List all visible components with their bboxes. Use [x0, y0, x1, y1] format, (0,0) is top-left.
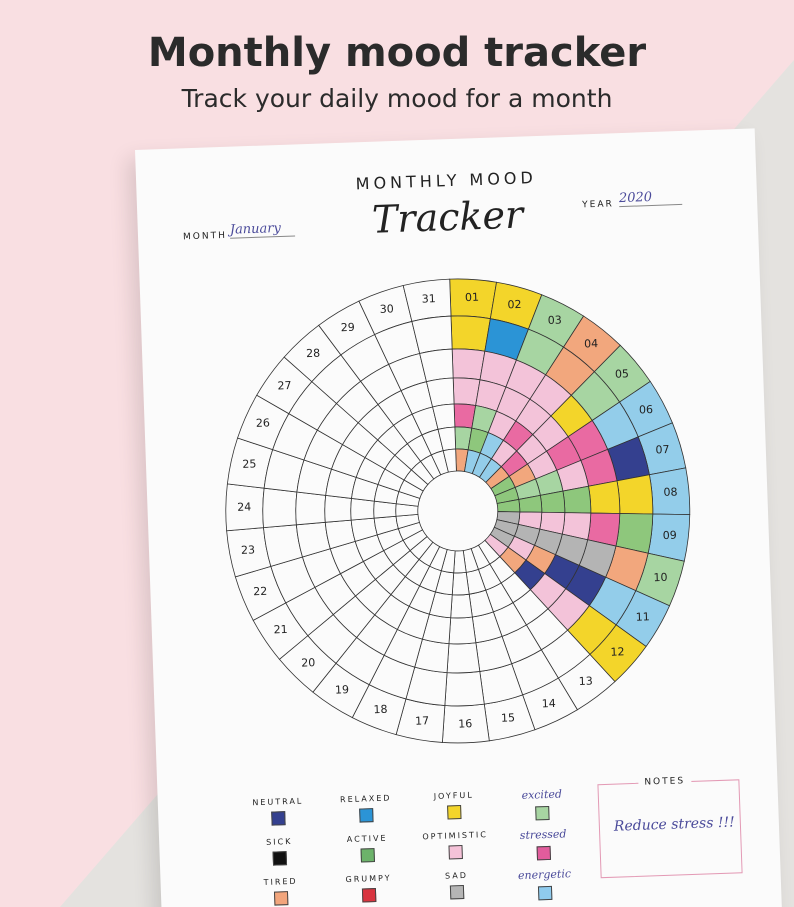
legend-label: energetic	[517, 867, 572, 883]
legend-swatch	[447, 805, 462, 820]
legend-swatch	[536, 845, 552, 861]
legend-item: energetic	[504, 867, 585, 902]
day-label: 24	[237, 500, 251, 513]
day-label: 04	[584, 337, 598, 350]
legend-label: ACTIVE	[346, 833, 388, 845]
legend: NEUTRAL RELAXED JOYFUL excited SICK ACTIVE OPT…	[135, 128, 755, 906]
legend-label: TIRED	[263, 876, 298, 887]
day-label: 07	[655, 443, 669, 456]
day-label: 20	[301, 656, 315, 669]
day-label: 18	[373, 703, 387, 716]
notes-box: NOTES Reduce stress !!!	[597, 775, 743, 879]
mood-cell	[444, 671, 485, 707]
legend-item: JOYFUL	[414, 790, 495, 821]
day-label: 11	[636, 610, 650, 623]
day-label: 17	[415, 714, 429, 727]
mood-cell	[451, 571, 470, 596]
mood-cell	[324, 494, 352, 523]
mood-cell	[442, 448, 457, 473]
mood-cell	[539, 490, 566, 514]
legend-label: RELAXED	[339, 793, 392, 805]
day-label: 05	[615, 367, 629, 380]
legend-swatch	[359, 808, 374, 823]
legend-label: excited	[521, 787, 563, 802]
month-label: MONTH	[182, 230, 228, 243]
day-label: 16	[458, 717, 472, 730]
day-label: 31	[422, 292, 436, 305]
day-label: 02	[507, 298, 521, 311]
mood-cell	[448, 616, 477, 645]
mood-cell	[588, 480, 621, 514]
year-label: YEAR	[582, 199, 614, 211]
mood-cell	[295, 491, 327, 526]
month: January	[229, 220, 296, 239]
day-label: 28	[306, 347, 320, 360]
year: 2020	[618, 188, 683, 208]
day-label: 14	[542, 697, 556, 710]
legend-swatch	[360, 848, 375, 863]
day-label: 13	[579, 675, 593, 688]
legend-item: SICK	[239, 836, 320, 867]
day-label: 06	[639, 403, 653, 416]
day-label: 12	[610, 645, 624, 658]
legend-swatch	[273, 891, 289, 906]
day-label: 08	[663, 485, 677, 498]
mood-wheel: 01 02 03 04 05 06 07 08 09 10 11 12 13 14 15 16 17 18 19 20…	[225, 278, 691, 744]
day-label: 03	[548, 314, 562, 327]
legend-item: stressed	[503, 827, 584, 862]
legend-item: OPTIMISTIC	[415, 830, 496, 861]
legend-label: stressed	[519, 827, 567, 842]
mood-cell	[450, 593, 473, 619]
mood-cell	[446, 642, 481, 674]
subtitle: Track your daily mood for a month	[181, 84, 613, 113]
legend-swatch	[448, 844, 463, 860]
day-label: 26	[256, 416, 270, 429]
day-label: 29	[340, 321, 354, 334]
mood-cell	[262, 487, 298, 529]
day-label: 10	[653, 571, 667, 584]
day-label: 15	[501, 711, 515, 724]
legend-label: JOYFUL	[433, 790, 474, 801]
day-label: 19	[335, 683, 349, 696]
legend-label: GRUMPY	[345, 873, 392, 885]
legend-item: GRUMPY	[328, 873, 409, 904]
legend-label: SICK	[265, 836, 293, 847]
legend-swatch	[272, 851, 288, 866]
title: Monthly mood tracker	[147, 30, 647, 76]
legend-item: ACTIVE	[327, 833, 408, 864]
legend-swatch	[537, 885, 553, 901]
day-label: 22	[253, 585, 267, 598]
legend-item: SAD	[416, 870, 497, 901]
day-label: 30	[380, 302, 394, 315]
day-label: 23	[241, 543, 255, 556]
legend-label: OPTIMISTIC	[422, 830, 489, 842]
legend-swatch	[271, 811, 286, 826]
legend-label: SAD	[444, 870, 469, 881]
day-label: 21	[273, 623, 287, 636]
notes-text: Reduce stress !!!	[613, 814, 735, 835]
day-label: 09	[663, 529, 677, 542]
legend-label: NEUTRAL	[252, 796, 304, 808]
day-label: 25	[242, 457, 256, 470]
legend-item: RELAXED	[326, 793, 407, 824]
paper: MONTHLY MOOD Tracker MONTH January YEAR …	[135, 128, 783, 907]
legend-item: NEUTRAL	[238, 796, 319, 827]
legend-swatch	[449, 884, 465, 900]
legend-item: TIRED	[240, 876, 321, 907]
day-label: 01	[465, 291, 479, 304]
legend-swatch	[361, 888, 377, 903]
legend-item: excited	[502, 787, 583, 822]
mood-cell	[562, 485, 592, 514]
mood-cell	[616, 474, 654, 515]
notes-title: NOTES	[638, 775, 692, 788]
day-label: 27	[277, 379, 291, 392]
legend-swatch	[535, 805, 550, 821]
